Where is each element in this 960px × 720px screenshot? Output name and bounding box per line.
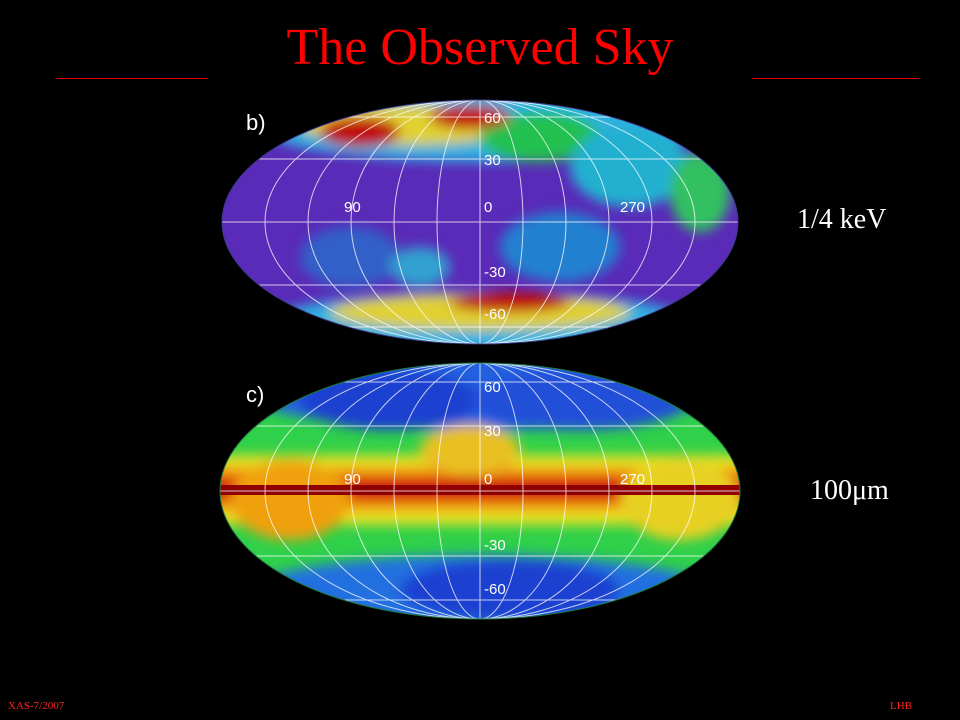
lon-label: 0 — [484, 199, 492, 216]
infrared-sky-map: 90 0 270 60 30 -30 -60 — [210, 360, 750, 622]
title-rule-left — [56, 78, 208, 79]
lat-label: -60 — [484, 581, 506, 598]
slide-title: The Observed Sky — [286, 19, 674, 76]
lon-label: 90 — [344, 471, 361, 488]
lat-label: 30 — [484, 152, 501, 169]
lat-label: 60 — [484, 110, 501, 127]
panel-tag-b: b) — [246, 110, 266, 135]
energy-label: 1/4 keV — [797, 204, 887, 235]
lon-label: 270 — [620, 471, 645, 488]
lat-label: -30 — [484, 264, 506, 281]
lon-label: 0 — [484, 471, 492, 488]
xray-sky-map: 90 0 270 60 30 -30 -60 — [210, 97, 750, 347]
lat-label: 30 — [484, 423, 501, 440]
lat-label: -30 — [484, 537, 506, 554]
lon-label: 90 — [344, 199, 361, 216]
title-rule-right — [752, 78, 920, 79]
wavelength-label: 100μm — [810, 475, 889, 506]
footer-author: LHB — [890, 700, 912, 712]
lon-label: 270 — [620, 199, 645, 216]
panel-tag-c: c) — [246, 382, 265, 407]
lat-label: 60 — [484, 379, 501, 396]
infrared-sky-map-svg: 90 0 270 60 30 -30 -60 — [219, 362, 741, 620]
lat-label: -60 — [484, 306, 506, 323]
footer-date: XAS-7/2007 — [8, 700, 65, 712]
xray-sky-map-svg: 90 0 270 60 30 -30 -60 — [221, 99, 739, 345]
